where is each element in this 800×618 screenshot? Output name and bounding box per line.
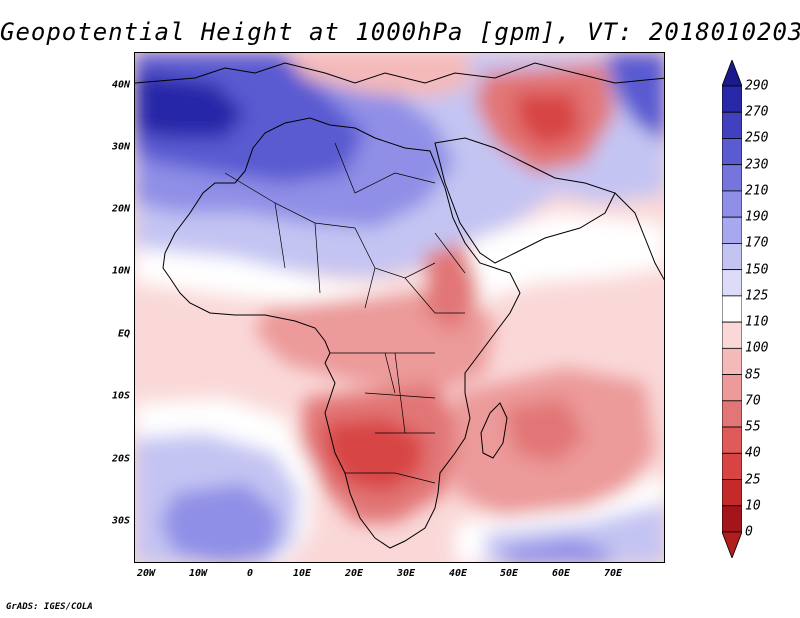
colorbar-band [722,479,742,507]
lon-label-0: 0 [246,568,254,579]
lat-label-30s: 30S [111,515,130,527]
colorbar-label: 55 [745,419,761,435]
colorbar-label: 150 [745,262,769,278]
colorbar-under-triangle [722,531,742,558]
northeast-high [605,53,664,142]
colorbar-label: 230 [745,157,769,173]
colorbar-band [722,321,742,349]
lon-label-30e: 30E [396,568,416,579]
africa-coastline [162,117,521,549]
lat-label-10n: 10N [111,265,130,277]
arabia-coastline [434,137,616,264]
lon-label-10e: 10E [292,568,312,579]
lat-label-30n: 30N [111,141,130,153]
indian-ocean-core [505,398,585,463]
colorbar-band [722,190,742,218]
europe-coastline [135,62,664,84]
colorbar-label: 25 [745,472,761,488]
colorbar-label: 190 [745,209,769,225]
colorbar-label: 100 [745,340,769,356]
credit-text: GrADS: IGES/COLA [6,602,93,612]
lat-label-40n: 40N [111,79,130,91]
lat-label-eq: EQ [117,328,130,340]
colorbar-label: 210 [745,183,769,199]
field-map [135,53,664,562]
colorbar-band [722,138,742,166]
colorbar-band [722,269,742,297]
colorbar [722,60,742,558]
colorbar-band [722,505,742,533]
colorbar-label: 250 [745,130,769,146]
lon-label-20e: 20E [344,568,364,579]
lat-label-10s: 10S [111,390,130,402]
colorbar-label: 10 [745,498,761,514]
colorbar-label: 125 [745,288,769,304]
chart-title: Geopotential Height at 1000hPa [gpm], VT… [0,18,800,46]
border-lines [224,142,466,484]
colorbar-label: 0 [745,524,753,540]
colorbar-band [722,243,742,271]
colorbar-label: 170 [745,235,769,251]
colorbar-band [722,111,742,139]
lon-label-10w: 10W [188,568,208,579]
south-indian-high-center [505,538,615,562]
colorbar-label: 270 [745,104,769,120]
middle-east-low-core [515,93,580,148]
colorbar-band [722,295,742,323]
colorbar-label: 70 [745,393,761,409]
east-africa-low [425,243,480,333]
mediterranean-low [285,53,475,98]
coastlines [135,62,664,549]
colorbar-label: 85 [745,367,761,383]
lat-label-20n: 20N [111,203,130,215]
lon-label-50e: 50E [499,568,519,579]
lat-label-20s: 20S [111,453,130,465]
lon-label-20w: 20W [136,568,156,579]
colorbar-over-triangle [722,60,742,87]
colorbar-label: 110 [745,314,769,330]
colorbar-band [722,426,742,454]
colorbar-band [722,85,742,113]
madagascar-coastline [480,402,508,459]
sahel-transition [135,248,465,308]
colorbar-label: 40 [745,445,761,461]
india-coastline [614,192,664,281]
lon-label-40e: 40E [448,568,468,579]
arabian-sea-band [465,213,664,303]
colorbar-band [722,400,742,428]
map-panel [134,52,665,563]
lon-label-70e: 70E [603,568,623,579]
colorbar-band [722,374,742,402]
south-atlantic-high-core [160,483,280,562]
colorbar-band [722,216,742,244]
high-pressure-core-3 [135,73,245,138]
field-shading [135,53,664,562]
colorbar-label: 290 [745,78,769,94]
colorbar-band [722,164,742,192]
lon-label-60e: 60E [551,568,571,579]
colorbar-band [722,452,742,480]
colorbar-band [722,347,742,375]
